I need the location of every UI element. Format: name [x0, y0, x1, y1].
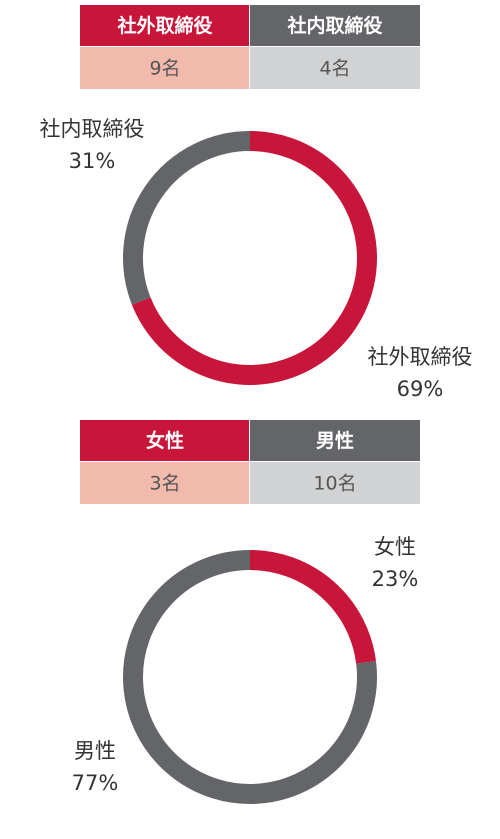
- donut-segment: [131, 131, 377, 385]
- donut-segment: [123, 131, 251, 305]
- table-header-cell: [250, 5, 420, 46]
- segment-value: 69%: [397, 377, 444, 401]
- table-header-text: 男性: [316, 429, 354, 452]
- donut-segment: [123, 550, 377, 804]
- table-count-text: 9名: [149, 58, 180, 80]
- table-header-text: 社内取締役: [286, 14, 382, 37]
- table-count-cell: [80, 47, 249, 89]
- segment-value: 23%: [372, 567, 419, 591]
- segment-name: 社内取締役: [40, 117, 145, 141]
- table-count-cell: [80, 462, 249, 504]
- segment-value: 77%: [72, 771, 119, 795]
- donut-segment: [249, 550, 376, 664]
- segment-name: 社外取締役: [368, 345, 473, 369]
- table-header-text: 社外取締役: [116, 14, 212, 37]
- table-count-text: 3名: [149, 473, 180, 495]
- table-header-cell: [80, 420, 249, 461]
- table-header-cell: [250, 420, 420, 461]
- segment-value: 31%: [69, 149, 116, 173]
- table-count-text: 4名: [319, 58, 350, 80]
- table-count-text: 10名: [313, 473, 356, 495]
- segment-name: 女性: [374, 535, 416, 559]
- table-header-cell: [80, 5, 249, 46]
- segment-name: 男性: [74, 739, 116, 763]
- table-count-cell: [250, 47, 420, 89]
- table-header-text: 女性: [146, 429, 184, 452]
- table-count-cell: [250, 462, 420, 504]
